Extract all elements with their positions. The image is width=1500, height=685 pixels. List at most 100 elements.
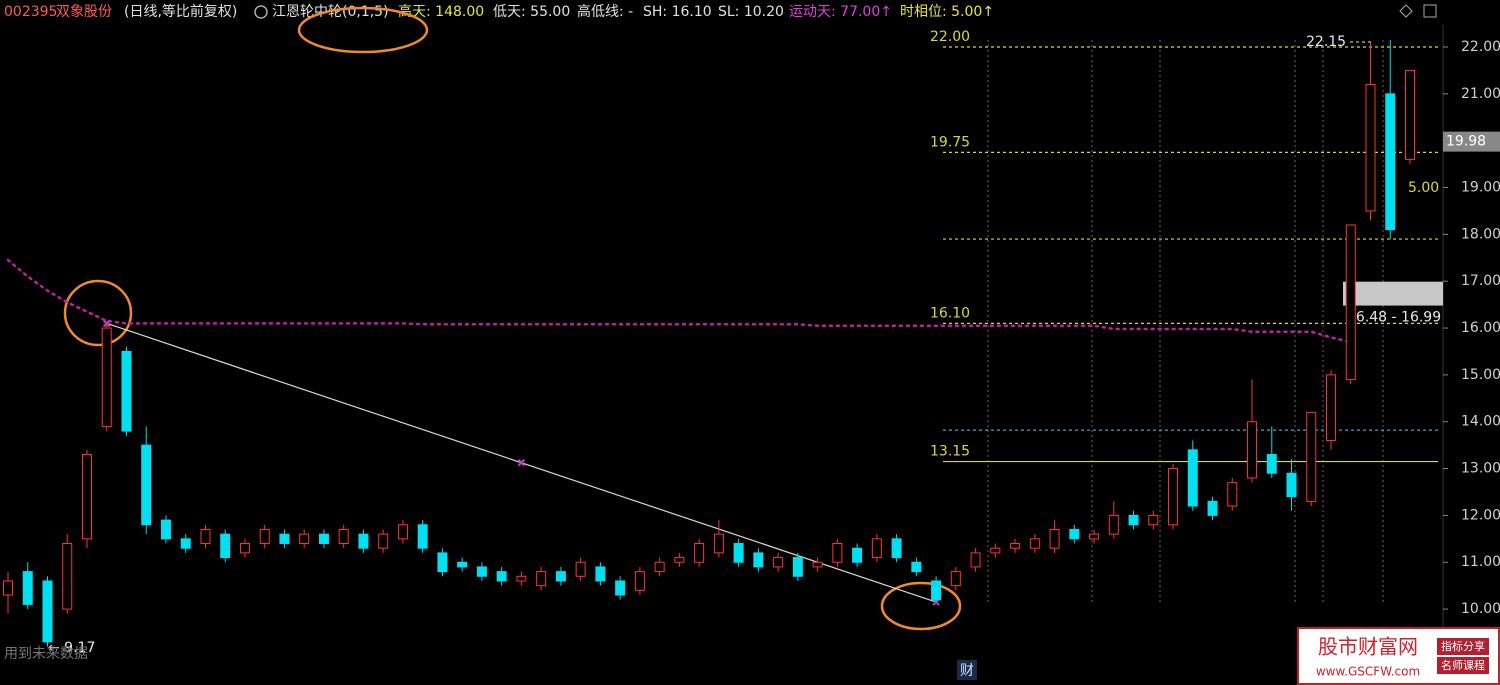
time-lines <box>987 40 1384 605</box>
indicator-icon[interactable] <box>254 5 268 19</box>
toolbar-icon[interactable] <box>1399 4 1413 18</box>
candle-body <box>141 444 152 526</box>
candle-body <box>1168 468 1179 526</box>
level-label: 13.15 <box>930 444 970 460</box>
watermark-tag: 指标分享 <box>1441 639 1485 653</box>
candle-body <box>42 580 53 643</box>
candle-body <box>1326 374 1337 441</box>
candle-body <box>832 543 843 563</box>
candle-body <box>1010 543 1021 549</box>
candle-body <box>950 571 961 587</box>
low-label: ← 9.17 <box>48 640 95 656</box>
candle-body <box>1385 93 1396 231</box>
trend-point <box>517 459 526 467</box>
candle-body <box>378 533 389 549</box>
candle-body <box>1148 514 1159 526</box>
indicator-value: 运动天: 77.00↑ <box>789 4 892 20</box>
candle-body <box>1345 224 1356 381</box>
candle-body <box>516 575 527 582</box>
candle-body <box>81 454 92 540</box>
candle-body <box>457 561 468 568</box>
candle-body <box>239 543 250 554</box>
y-tick-label: 15.00 <box>1461 367 1500 383</box>
y-tick-label: 10.00 <box>1461 601 1500 617</box>
candle-body <box>220 533 231 559</box>
indicator-value: 高天: 148.00 <box>398 3 484 20</box>
trend-point <box>103 319 111 328</box>
y-tick-label: 18.00 <box>1461 226 1500 242</box>
candle-body <box>476 566 487 577</box>
last-price-label: 19.98 <box>1446 134 1486 150</box>
watermark-box <box>1297 627 1500 685</box>
finance-marker-box[interactable] <box>957 660 977 680</box>
candle-body <box>733 543 744 563</box>
toolbar-icon[interactable] <box>1423 4 1437 18</box>
candle-body <box>773 557 784 568</box>
last-price-tag <box>1443 131 1500 152</box>
candle-body <box>595 566 606 582</box>
candle-body <box>3 580 13 596</box>
price-zone <box>1343 281 1443 306</box>
candle-body <box>634 571 645 591</box>
candle-body <box>970 552 981 568</box>
candle-body <box>1128 514 1139 526</box>
highlight-circle <box>297 6 429 54</box>
candle-body <box>812 561 823 568</box>
candle-body <box>22 571 33 605</box>
candle-body <box>1306 411 1317 502</box>
level-label: 19.75 <box>930 134 970 150</box>
candle-body <box>101 327 112 427</box>
highlight-circle <box>63 279 133 347</box>
candle-body <box>1089 533 1100 540</box>
candle-body <box>654 561 665 573</box>
y-tick-label: 13.00 <box>1461 461 1500 477</box>
candle-body <box>555 571 566 582</box>
candle-body <box>575 561 586 577</box>
candle-body <box>1108 514 1119 535</box>
watermark-tag-box <box>1437 657 1489 674</box>
y-tick-label: 19.00 <box>1461 180 1500 196</box>
candle-body <box>615 580 626 596</box>
candle-body <box>180 538 191 549</box>
watermark-tag: 名师课程 <box>1441 658 1485 672</box>
y-tick-label: 11.00 <box>1461 554 1500 570</box>
candle-body <box>1207 500 1218 516</box>
indicator-values: 高天: 148.00 低天: 55.00 高低线: - SH: 16.10 SL: 10… <box>398 3 994 20</box>
y-tick-label: 21.00 <box>1461 86 1500 102</box>
y-tick-label: 12.00 <box>1461 507 1500 523</box>
indicator-value: 时相位: 5.00↑ <box>900 4 994 20</box>
high-label: 22.15 <box>1306 34 1346 50</box>
candle-body <box>1029 538 1040 549</box>
candle-body <box>871 538 882 559</box>
candle-body <box>713 533 724 554</box>
indicator-value: SH: 16.10 <box>643 4 712 20</box>
candle-body <box>279 533 290 545</box>
y-tick-label: 22.00 <box>1461 39 1500 55</box>
candle-body <box>852 547 863 563</box>
candle-body <box>200 528 211 545</box>
candle-body <box>1247 421 1258 479</box>
candle-body <box>62 543 73 610</box>
candle-body <box>1187 449 1198 507</box>
candle-body <box>891 538 902 559</box>
watermark-tag-box <box>1437 638 1489 655</box>
watermark-title: 股市财富网 <box>1318 635 1418 659</box>
candle-body <box>160 519 171 540</box>
candle-body <box>318 533 329 545</box>
finance-marker[interactable]: 财 <box>960 663 974 679</box>
highlight-circle <box>880 581 962 631</box>
candle-body <box>338 528 349 545</box>
candle-body <box>299 533 310 545</box>
candle-body <box>792 557 803 577</box>
candle-body <box>397 524 408 540</box>
indicator-value: SL: 10.20 <box>718 4 784 20</box>
candle-body <box>358 533 369 549</box>
indicator-value: 低天: 55.00 <box>493 4 570 20</box>
candle-body <box>1069 528 1080 540</box>
phase-label: 5.00 <box>1408 180 1439 196</box>
level-label: 22.00 <box>930 29 970 45</box>
candle-body <box>694 543 705 563</box>
